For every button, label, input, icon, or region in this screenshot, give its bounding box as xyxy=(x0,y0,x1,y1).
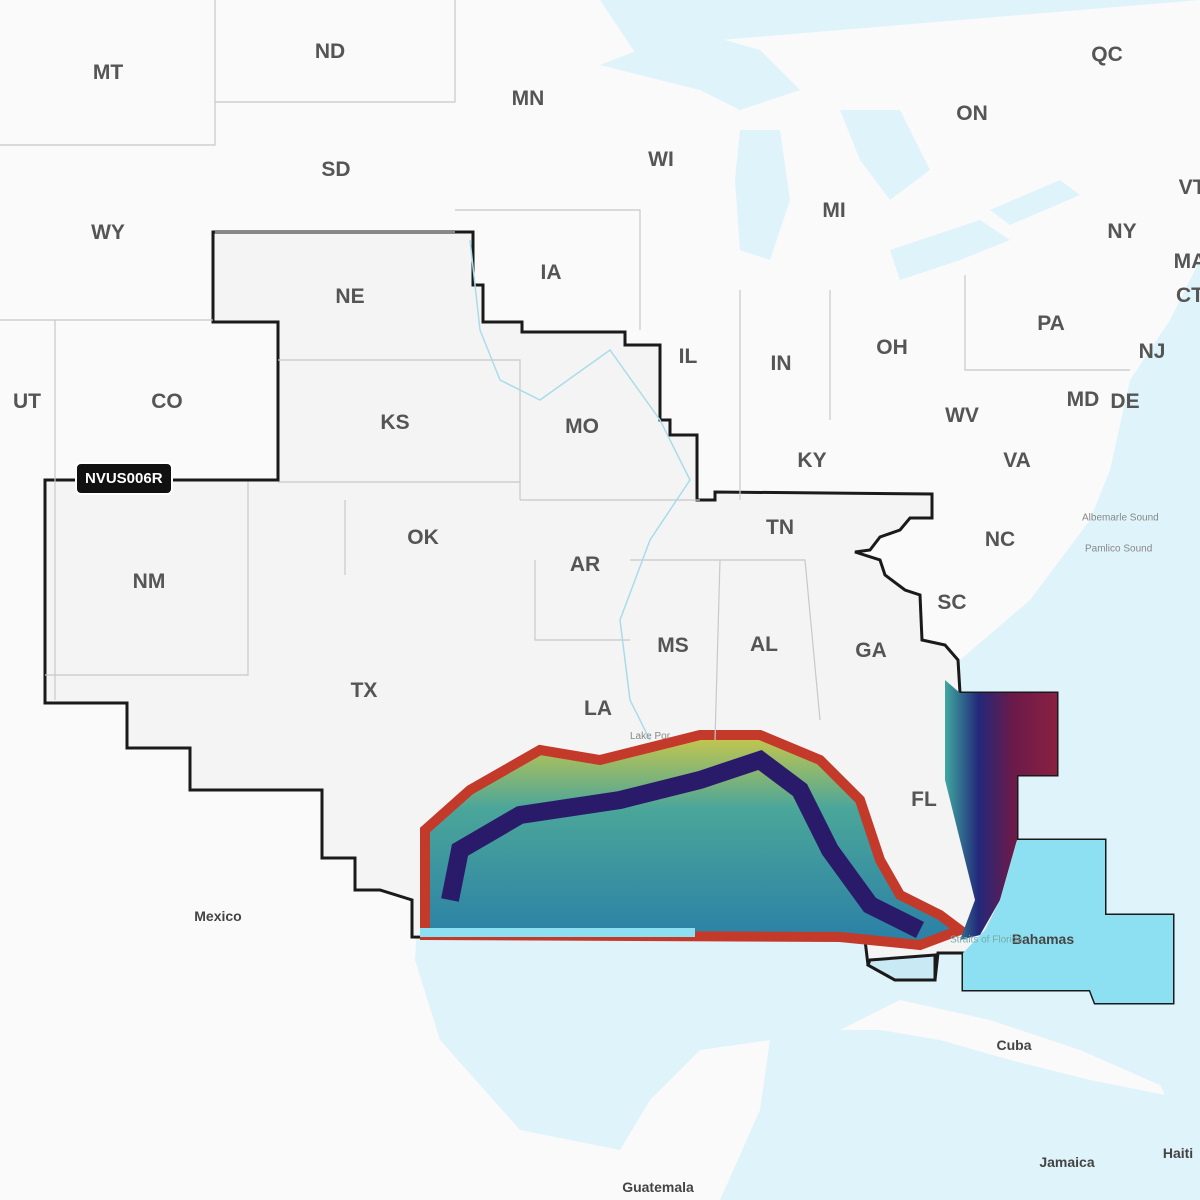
land-cuba xyxy=(840,1000,1165,1095)
state-label: CT xyxy=(1176,284,1200,307)
state-label: MS xyxy=(657,634,689,657)
state-label: SD xyxy=(321,158,351,181)
place-label: Cuba xyxy=(996,1037,1032,1053)
state-label: IL xyxy=(678,345,698,368)
state-label: DE xyxy=(1110,390,1140,413)
state-label: IN xyxy=(770,352,792,375)
atlantic-bathymetry xyxy=(945,680,1057,940)
state-label: TN xyxy=(766,516,794,539)
water-label: Pamlico Sound xyxy=(1085,543,1153,555)
great-lakes xyxy=(600,30,1080,280)
state-label: NJ xyxy=(1138,340,1166,363)
state-label: ON xyxy=(956,102,988,125)
florida-keys-water xyxy=(866,953,937,982)
state-label: CO xyxy=(151,390,183,413)
water-label: Albemarle Sound xyxy=(1082,512,1159,524)
water-label: Straits of Florida xyxy=(950,934,1023,946)
state-label: NY xyxy=(1107,220,1137,243)
state-label: WV xyxy=(945,404,979,427)
state-label: ND xyxy=(314,40,346,63)
state-label: FL xyxy=(911,788,937,811)
state-label: PA xyxy=(1037,312,1065,335)
state-label: NE xyxy=(335,285,365,308)
gulf-bathymetry xyxy=(420,730,971,951)
state-label: KS xyxy=(380,411,410,434)
gulf-deep-band xyxy=(441,749,925,939)
state-label: AR xyxy=(569,553,601,576)
state-label: MD xyxy=(1066,388,1100,411)
state-label: QC xyxy=(1091,43,1123,66)
water-label: Lake Pontchartrain xyxy=(630,731,670,742)
state-label: NM xyxy=(132,570,166,593)
state-label: NC xyxy=(984,528,1016,551)
place-label: Guatemala xyxy=(622,1179,694,1195)
state-label: TX xyxy=(350,679,378,702)
state-label: UT xyxy=(13,390,41,413)
place-label: Jamaica xyxy=(1039,1154,1095,1170)
state-label: IA xyxy=(540,261,562,284)
state-borders xyxy=(0,0,1130,741)
state-label: AL xyxy=(750,633,778,656)
state-label: VA xyxy=(1003,449,1031,472)
place-label: Mexico xyxy=(194,908,242,924)
place-label: Bahamas xyxy=(1011,931,1075,947)
state-label: GA xyxy=(855,639,887,662)
state-label: MI xyxy=(822,199,846,222)
state-label: MT xyxy=(92,61,124,84)
state-label: SC xyxy=(937,591,967,614)
state-label: OK xyxy=(407,526,439,549)
state-label: WY xyxy=(91,221,125,244)
state-label: OH xyxy=(876,336,908,359)
state-label: VT xyxy=(1178,176,1200,199)
mississippi-river xyxy=(469,239,691,741)
land-yucatan xyxy=(640,1040,770,1200)
state-label: MN xyxy=(511,87,545,110)
gulf-coverage-strip xyxy=(420,928,695,937)
bahamas-bank xyxy=(963,840,1173,1003)
place-label: Haiti xyxy=(1162,1145,1194,1161)
state-label: LA xyxy=(584,697,612,720)
state-label: KY xyxy=(797,449,827,472)
state-label: WI xyxy=(648,148,674,171)
state-label: MO xyxy=(565,415,599,438)
product-tag-label[interactable]: NVUS006R xyxy=(75,462,173,495)
state-label: MA xyxy=(1173,250,1200,273)
